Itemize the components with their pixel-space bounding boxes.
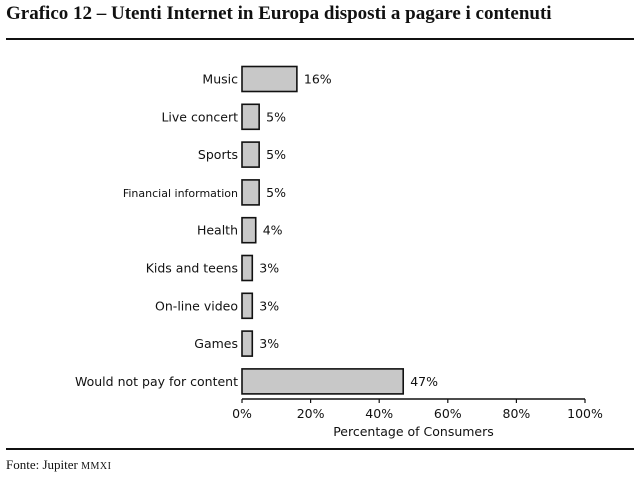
- x-tick-label: 0%: [232, 406, 252, 421]
- x-tick-label: 40%: [365, 406, 393, 421]
- bar: [241, 368, 405, 395]
- bar: [241, 65, 298, 93]
- category-label: On-line video: [155, 298, 238, 313]
- top-rule: [6, 38, 634, 40]
- source-note: Fonte: Jupiter MMXI: [6, 457, 111, 473]
- value-label: 5%: [266, 147, 286, 162]
- x-tick-label: 60%: [434, 406, 462, 421]
- bottom-rule: [6, 448, 634, 450]
- x-tick-label: 20%: [297, 406, 325, 421]
- value-label: 3%: [259, 261, 279, 276]
- value-label: 5%: [266, 185, 286, 200]
- x-tick-label: 100%: [567, 406, 603, 421]
- value-label: 47%: [410, 374, 438, 389]
- value-label: 3%: [259, 336, 279, 351]
- category-label: Kids and teens: [146, 261, 238, 276]
- bar: [241, 254, 254, 282]
- chart-title: Grafico 12 – Utenti Internet in Europa d…: [6, 3, 552, 24]
- value-label: 16%: [304, 72, 332, 87]
- category-label: Would not pay for content: [75, 374, 238, 389]
- category-label: Games: [194, 336, 238, 351]
- source-suffix: MMXI: [81, 461, 112, 472]
- bar-chart: Music 16% Live concert 5% Sports 5% Financial …: [75, 65, 603, 439]
- bar: [241, 216, 257, 244]
- value-label: 5%: [266, 109, 286, 124]
- value-label: 4%: [263, 223, 283, 238]
- category-label: Financial information: [123, 187, 238, 200]
- bar: [241, 141, 260, 168]
- category-label: Live concert: [161, 109, 238, 124]
- value-label: 3%: [259, 298, 279, 313]
- bar: [241, 330, 254, 357]
- bar: [241, 103, 260, 131]
- category-label: Sports: [198, 147, 238, 162]
- category-label: Health: [197, 223, 238, 238]
- bar: [241, 292, 254, 320]
- x-axis-title: Percentage of Consumers: [333, 424, 494, 439]
- x-tick-label: 80%: [503, 406, 531, 421]
- category-label: Music: [202, 72, 238, 87]
- source-prefix: Fonte: Jupiter: [6, 457, 78, 472]
- bar: [241, 179, 260, 206]
